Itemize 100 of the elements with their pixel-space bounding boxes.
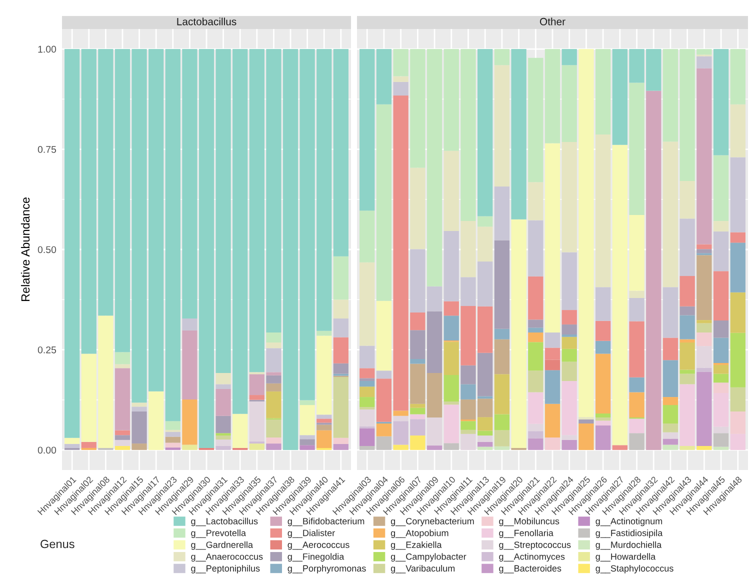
bar [544, 332, 560, 348]
bar [494, 374, 510, 414]
legend-label: g__Ezakiella [390, 541, 442, 550]
bar [730, 332, 746, 388]
bar [713, 374, 729, 383]
bar [713, 221, 729, 232]
bar [376, 49, 392, 104]
bar [64, 49, 80, 438]
legend-label: g__Campylobacter [390, 553, 466, 562]
bar [680, 370, 695, 374]
bar [713, 271, 729, 320]
bar [696, 372, 712, 446]
bar [528, 328, 544, 332]
bar [612, 445, 628, 450]
bar [578, 419, 594, 424]
bar [696, 346, 712, 368]
bar [696, 368, 712, 372]
bar [316, 330, 332, 336]
bar [662, 444, 678, 450]
bar [662, 338, 678, 360]
bar [629, 433, 644, 450]
bar [494, 49, 510, 66]
bar [595, 413, 611, 418]
y-tick-label: 0.00 [38, 446, 56, 454]
bar [713, 393, 729, 427]
bar [629, 418, 644, 434]
bar [333, 376, 348, 438]
bar [511, 49, 526, 220]
bar [410, 414, 426, 420]
y-tick-label: 0.50 [38, 246, 56, 254]
bar [680, 446, 695, 450]
bar [333, 256, 348, 300]
bar [444, 316, 459, 341]
legend-label: g__Bacteroides [499, 564, 562, 574]
bar [216, 416, 231, 434]
bar [730, 387, 746, 412]
bar [562, 440, 577, 450]
bar [426, 446, 442, 450]
bar [544, 143, 560, 332]
legend-label: g__Corynebacterium [390, 518, 474, 526]
bar [114, 446, 130, 450]
bar [266, 444, 282, 450]
bar [249, 444, 264, 450]
y-tick-label: 0.25 [38, 346, 56, 354]
bar [444, 443, 459, 450]
legend-label: g__Staphylococcus [596, 564, 674, 574]
bar [360, 428, 375, 446]
bar [578, 49, 594, 418]
bar [713, 364, 729, 374]
bar [360, 386, 375, 398]
legend-label: g__Fastidiosipila [596, 530, 663, 538]
bar [132, 402, 147, 407]
bar [544, 49, 560, 144]
legend-label: g__Howardella [596, 553, 656, 562]
legend-label: g__Actinomyces [499, 553, 565, 562]
bar [713, 155, 729, 222]
bar [528, 370, 544, 392]
bar [333, 363, 348, 374]
bar [544, 438, 560, 450]
bar [316, 430, 332, 448]
bar [713, 338, 729, 363]
bar [266, 375, 282, 384]
bar [216, 372, 231, 384]
chart-title: Other [540, 18, 566, 26]
bar [578, 423, 594, 450]
bar [64, 438, 80, 444]
bar [444, 374, 459, 402]
legend-label: g__Mobiluncus [499, 518, 560, 526]
bar [410, 408, 426, 414]
bar [544, 360, 560, 370]
bar [696, 255, 712, 320]
bar [266, 332, 282, 343]
bar [680, 306, 695, 316]
bar [562, 362, 577, 381]
bar [562, 381, 577, 436]
bar [713, 433, 729, 447]
bar [182, 399, 198, 445]
bar [730, 232, 746, 243]
y-tick-label: 0.75 [38, 146, 56, 153]
legend-label: g__Aerococcus [288, 542, 350, 550]
bar [595, 354, 611, 414]
bar [511, 219, 526, 448]
bar [595, 340, 611, 354]
legend-label: g__Gardnerella [191, 541, 253, 550]
bar [266, 391, 282, 418]
legend-label: g__Actinotignum [596, 518, 662, 526]
bar [680, 342, 695, 370]
bar [730, 292, 746, 333]
bar [662, 397, 678, 406]
bar [316, 424, 332, 430]
bar [562, 310, 577, 324]
bar [696, 56, 712, 68]
bar [114, 352, 130, 364]
legend-label: g__Bifidobacterium [288, 518, 364, 526]
bar [662, 432, 678, 439]
bar [646, 90, 662, 450]
bar [528, 431, 544, 438]
bar [696, 244, 712, 250]
bar [478, 442, 493, 447]
bar [216, 433, 231, 436]
